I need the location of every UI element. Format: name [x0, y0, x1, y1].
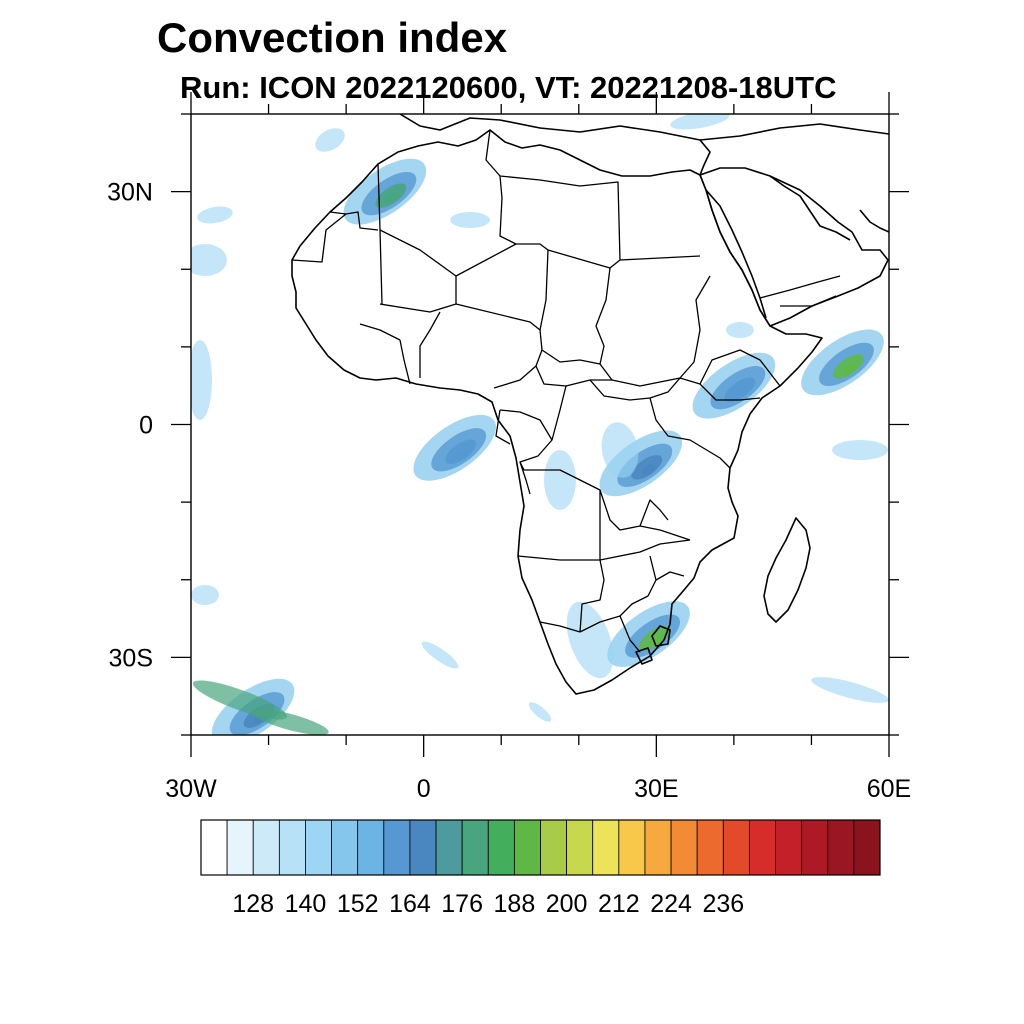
colorbar-swatch [722, 819, 750, 876]
colorbar-swatch [696, 819, 724, 876]
convection-blob [832, 440, 888, 460]
convection-blob [670, 114, 730, 130]
colorbar-label: 176 [441, 890, 483, 918]
convection-blob [734, 386, 749, 398]
colorbar-label: 200 [546, 890, 588, 918]
convection-field [191, 114, 889, 735]
colorbar-swatch [670, 819, 698, 876]
lat-label: 0 [139, 412, 153, 440]
colorbar-swatch [435, 819, 463, 876]
country-borders [291, 129, 841, 653]
lon-label: 0 [417, 775, 431, 803]
convection-blob [251, 709, 329, 735]
convection-blob [315, 128, 345, 152]
colorbar-labels: 128 140 152 164 176 188 200 212 224 236 [232, 890, 744, 918]
colorbar-swatch [644, 819, 672, 876]
colorbar-label: 188 [494, 890, 536, 918]
colorbar-swatch [383, 819, 411, 876]
colorbar-swatch [566, 819, 594, 876]
colorbar-swatch [592, 819, 620, 876]
map-title: Convection index [157, 14, 508, 61]
convection-blob [843, 362, 858, 375]
lon-label: 60E [867, 775, 911, 803]
lat-label: 30S [109, 644, 153, 672]
colorbar-swatch [618, 819, 646, 876]
map-subtitle: Run: ICON 2022120600, VT: 20221208-18UTC [180, 70, 837, 105]
convection-blob [197, 206, 233, 224]
colorbar-swatch [357, 819, 385, 876]
convection-blob [421, 641, 459, 669]
axis-labels: 30N 0 30S 30W 0 30E 60E [107, 179, 911, 803]
colorbar-label: 164 [389, 890, 431, 918]
convection-blob [544, 450, 576, 510]
convection-blob [191, 585, 219, 605]
colorbar-swatch [513, 819, 541, 876]
lon-label: 30E [634, 775, 678, 803]
colorbar-swatch [775, 819, 803, 876]
convection-blob [811, 677, 889, 703]
map-frame [190, 113, 890, 736]
colorbar-label: 152 [337, 890, 379, 918]
colorbar-swatch [853, 819, 881, 876]
convection-blob [528, 702, 552, 722]
colorbar-swatch [540, 819, 568, 876]
colorbar [200, 819, 881, 876]
colorbar-frame [200, 819, 881, 876]
colorbar-swatch [801, 819, 829, 876]
convection-blob [450, 212, 490, 228]
colorbar-swatch [409, 819, 437, 876]
colorbar-swatch [200, 819, 228, 876]
colorbar-label: 236 [702, 890, 744, 918]
convection-blob [385, 191, 400, 204]
colorbar-swatch [827, 819, 855, 876]
axis-ticks [171, 92, 909, 757]
convection-blob [726, 322, 754, 338]
convection-blob [191, 340, 212, 420]
convection-blob [601, 422, 639, 478]
lon-label: 30W [165, 775, 217, 803]
colorbar-swatch [252, 819, 280, 876]
colorbar-label: 224 [650, 890, 692, 918]
colorbar-label: 212 [598, 890, 640, 918]
convection-blob [191, 244, 227, 276]
colorbar-swatch [278, 819, 306, 876]
colorbar-label: 128 [232, 890, 274, 918]
colorbar-swatch [487, 819, 515, 876]
convection-blob [649, 634, 664, 646]
colorbar-swatch [226, 819, 254, 876]
colorbar-swatch [331, 819, 359, 876]
convection-blob [641, 463, 656, 475]
lat-label: 30N [107, 179, 153, 207]
colorbar-swatch [305, 819, 332, 876]
colorbar-swatch [749, 819, 776, 876]
convection-blob [455, 448, 470, 460]
colorbar-label: 140 [285, 890, 327, 918]
colorbar-swatch [461, 819, 489, 876]
